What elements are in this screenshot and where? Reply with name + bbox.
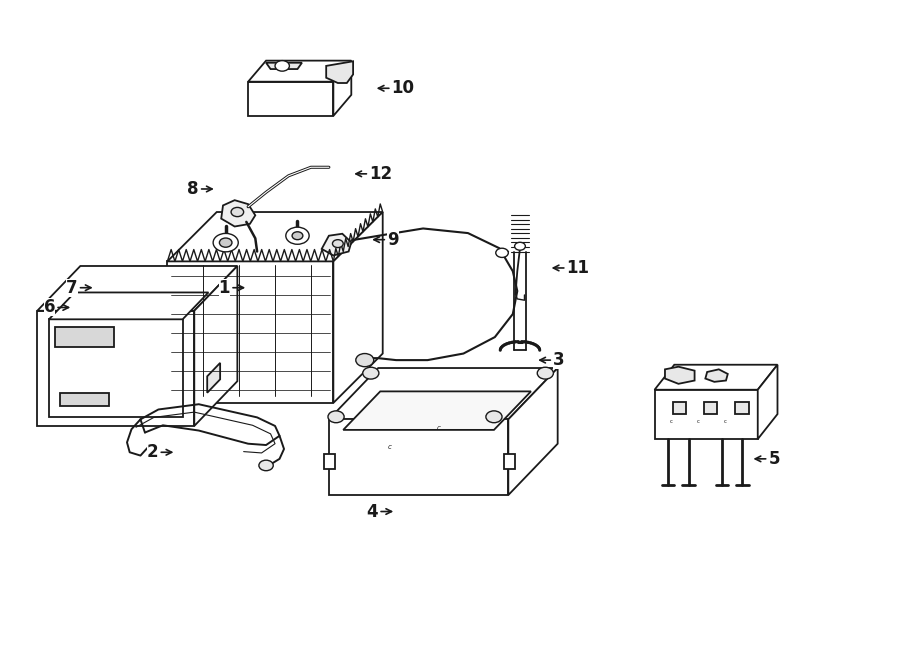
Polygon shape [248,61,351,82]
Circle shape [292,232,303,240]
Circle shape [220,238,232,247]
Text: 11: 11 [554,259,590,277]
Polygon shape [504,454,515,469]
Text: 1: 1 [219,279,244,297]
Polygon shape [324,454,335,469]
Polygon shape [116,281,156,297]
Polygon shape [59,393,109,407]
Circle shape [537,368,554,379]
Circle shape [515,243,526,251]
Polygon shape [248,82,333,116]
Polygon shape [55,327,113,347]
Text: c: c [387,444,392,450]
Polygon shape [167,261,333,403]
Polygon shape [654,365,778,390]
Polygon shape [706,369,728,382]
Circle shape [356,354,373,367]
Text: 12: 12 [356,165,392,183]
Polygon shape [333,212,382,403]
Polygon shape [207,363,220,393]
Polygon shape [266,63,302,69]
Text: c: c [436,425,440,432]
Polygon shape [321,234,351,255]
Text: 7: 7 [66,279,91,297]
Polygon shape [758,365,778,439]
Polygon shape [704,402,717,414]
Text: 5: 5 [755,450,780,468]
Polygon shape [326,61,353,83]
Polygon shape [49,319,183,417]
Polygon shape [735,402,749,414]
Text: c: c [697,419,699,424]
Polygon shape [672,402,686,414]
Text: 9: 9 [374,231,399,249]
Polygon shape [508,368,558,495]
Polygon shape [37,266,238,311]
Circle shape [213,233,238,252]
Circle shape [332,240,343,248]
Polygon shape [328,368,558,419]
Text: c: c [724,419,726,424]
Circle shape [231,208,244,217]
Text: c: c [670,419,672,424]
Text: 6: 6 [44,299,68,317]
Circle shape [328,411,344,423]
Polygon shape [333,61,351,116]
Circle shape [259,460,274,471]
Polygon shape [665,367,695,384]
Polygon shape [221,200,256,227]
Polygon shape [343,391,531,430]
Polygon shape [654,390,758,439]
Text: 10: 10 [378,79,415,97]
Circle shape [286,227,309,245]
Polygon shape [37,311,194,426]
Circle shape [275,61,290,71]
Circle shape [496,249,508,257]
Circle shape [486,411,502,423]
Polygon shape [49,292,209,319]
Polygon shape [167,212,382,261]
Circle shape [363,368,379,379]
Polygon shape [194,266,238,426]
Polygon shape [328,419,508,495]
Text: 4: 4 [366,502,392,520]
Text: 2: 2 [147,444,172,461]
Text: 3: 3 [540,351,565,369]
Text: 8: 8 [187,180,212,198]
